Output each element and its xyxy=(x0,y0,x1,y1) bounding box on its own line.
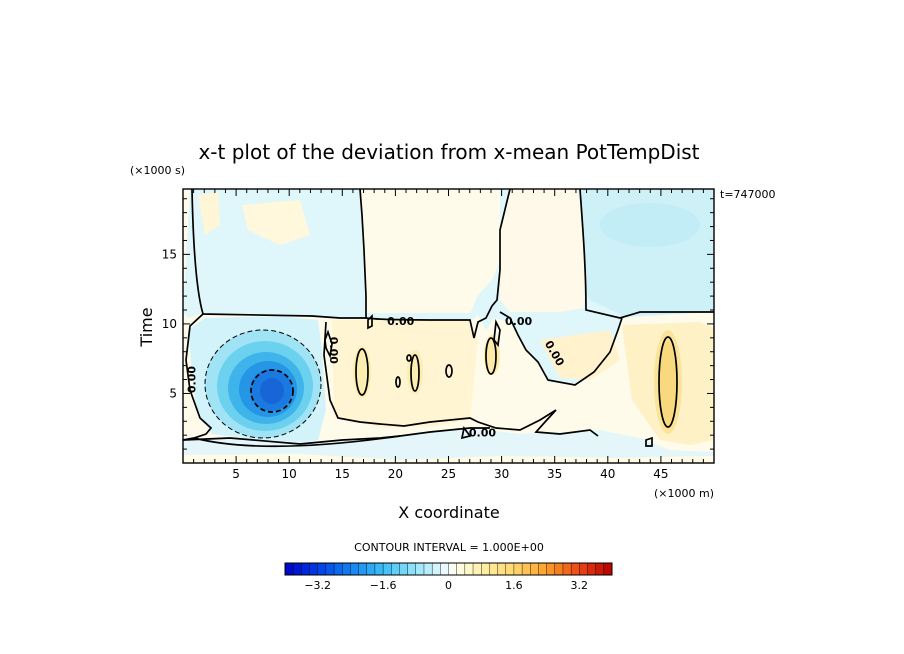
colorbar-cell xyxy=(603,562,613,576)
contour-label: 0.00 xyxy=(469,426,496,439)
colorbar-cell xyxy=(595,562,605,576)
colorbar-cell xyxy=(505,562,515,576)
colorbar-cell xyxy=(554,562,564,576)
colorbar-tick-label: 3.2 xyxy=(571,579,589,592)
colorbar-cell xyxy=(423,562,433,576)
colorbar-cell xyxy=(464,562,474,576)
x-unit-label: (×1000 m) xyxy=(654,487,714,500)
colorbar-cell xyxy=(415,562,425,576)
colorbar-tick-label: −3.2 xyxy=(304,579,331,592)
colorbar-cell xyxy=(358,562,368,576)
colorbar-cell xyxy=(538,562,548,576)
x-tick-label: 30 xyxy=(494,467,509,481)
x-tick-label: 40 xyxy=(600,467,615,481)
colorbar-tick-label: 0 xyxy=(445,579,452,592)
x-axis-title: X coordinate xyxy=(398,503,499,522)
colorbar-cell xyxy=(342,562,351,576)
y-tick-label: 10 xyxy=(162,317,177,331)
colorbar-cell xyxy=(374,562,384,576)
colorbar-cell xyxy=(292,562,302,576)
colorbar-cell xyxy=(399,562,409,576)
colorbar-cell xyxy=(284,562,294,576)
colorbar-cell xyxy=(325,562,335,576)
colorbar-frame xyxy=(284,562,613,576)
contour-lines xyxy=(183,189,714,448)
colorbar-cell xyxy=(546,562,556,576)
colorbar-cell xyxy=(317,562,327,576)
colorbar-cell xyxy=(579,562,588,576)
colorbar-cell xyxy=(481,562,490,576)
contour-label: 0.00 xyxy=(387,315,414,328)
x-tick-label: 5 xyxy=(232,467,240,481)
colorbar-cell xyxy=(440,562,450,576)
colorbar-cell xyxy=(309,562,319,576)
colorbar-cell xyxy=(570,562,580,576)
x-tick-label: 15 xyxy=(335,467,350,481)
colorbar-cell xyxy=(587,562,597,576)
x-tick-label: 20 xyxy=(388,467,403,481)
colorbar-cell xyxy=(333,562,343,576)
colorbar-cell xyxy=(513,562,523,576)
colorbar-cell xyxy=(472,562,482,576)
colorbar xyxy=(284,562,613,576)
contour-interval-text: CONTOUR INTERVAL = 1.000E+00 xyxy=(354,541,544,554)
contour-label: 0.00 xyxy=(185,366,198,393)
colorbar-cell xyxy=(448,562,458,576)
colorbar-cell xyxy=(530,562,539,576)
x-tick-label: 25 xyxy=(441,467,456,481)
colorbar-cell xyxy=(456,562,466,576)
time-annotation: t=747000 xyxy=(720,188,776,201)
colorbar-cell xyxy=(562,562,572,576)
colorbar-cell xyxy=(366,562,376,576)
x-tick-label: 10 xyxy=(282,467,297,481)
colorbar-tick-label: −1.6 xyxy=(370,579,397,592)
colorbar-cell xyxy=(431,562,441,576)
y-tick-label: 15 xyxy=(162,247,177,261)
y-unit-label: (×1000 s) xyxy=(130,164,185,177)
y-tick-label: 5 xyxy=(169,386,177,400)
chart-title: x-t plot of the deviation from x-mean Po… xyxy=(198,140,699,164)
colorbar-cell xyxy=(382,562,392,576)
colorbar-cell xyxy=(489,562,499,576)
contour-label: 0.00 xyxy=(327,337,340,364)
colorbar-cell xyxy=(497,562,507,576)
plot-area xyxy=(183,189,714,463)
colorbar-cell xyxy=(301,562,311,576)
y-axis-title: Time xyxy=(137,307,156,347)
colorbar-cell xyxy=(407,562,417,576)
colorbar-tick-label: 1.6 xyxy=(505,579,523,592)
contour-label: 0.00 xyxy=(505,315,532,328)
x-tick-label: 35 xyxy=(547,467,562,481)
colorbar-cell xyxy=(391,562,400,576)
colorbar-cell xyxy=(521,562,531,576)
colorbar-cell xyxy=(350,562,360,576)
x-tick-label: 45 xyxy=(653,467,668,481)
